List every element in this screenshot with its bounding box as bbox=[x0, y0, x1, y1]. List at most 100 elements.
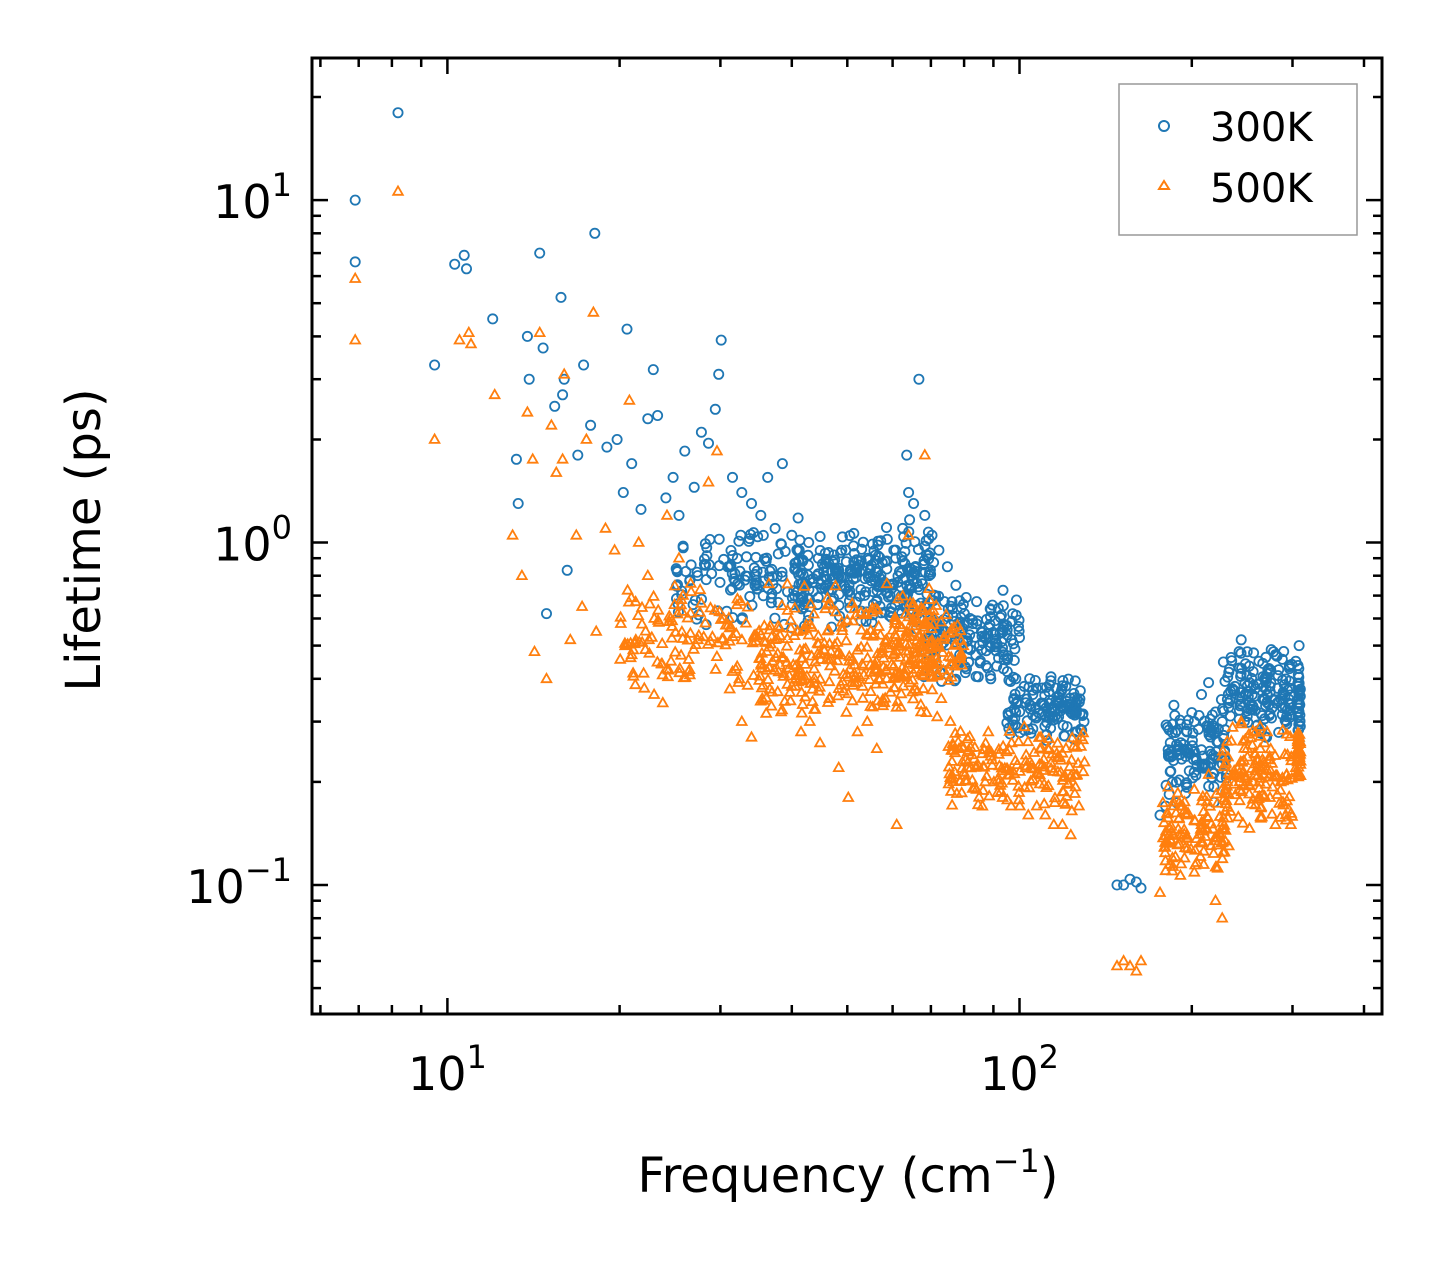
dense-point-500k bbox=[996, 739, 1010, 751]
point-500k bbox=[841, 790, 855, 802]
dense-point-300k bbox=[744, 591, 756, 603]
dense-point-500k bbox=[723, 682, 737, 694]
point-500k bbox=[1195, 817, 1208, 829]
dense-point-300k bbox=[1186, 735, 1198, 747]
dense-point-500k bbox=[628, 677, 642, 690]
dense-point-500k bbox=[676, 588, 690, 600]
dense-point-300k bbox=[1062, 673, 1074, 685]
dense-point-500k bbox=[1216, 749, 1230, 761]
dense-point-300k bbox=[713, 560, 725, 572]
dense-point-300k bbox=[1211, 736, 1223, 748]
dense-point-500k bbox=[1033, 742, 1047, 754]
dense-point-500k bbox=[798, 690, 812, 702]
point-500k bbox=[1004, 799, 1018, 811]
dense-point-500k bbox=[1160, 806, 1174, 818]
dense-point-300k bbox=[740, 570, 752, 582]
dense-point-500k bbox=[839, 634, 853, 646]
dense-point-300k bbox=[904, 562, 916, 574]
dense-point-300k bbox=[748, 562, 760, 574]
dense-point-500k bbox=[777, 666, 791, 678]
point-300k bbox=[1259, 673, 1271, 685]
dense-point-500k bbox=[1266, 770, 1280, 782]
dense-point-500k bbox=[706, 629, 719, 642]
point-500k bbox=[996, 790, 1009, 802]
dense-point-500k bbox=[976, 799, 989, 811]
dense-point-500k bbox=[939, 607, 953, 620]
dense-point-500k bbox=[873, 665, 887, 677]
dense-point-500k bbox=[896, 589, 910, 601]
point-300k bbox=[827, 556, 839, 568]
dense-point-300k bbox=[1043, 679, 1055, 691]
dense-point-500k bbox=[1022, 781, 1036, 793]
dense-point-500k bbox=[892, 639, 906, 651]
dense-point-300k bbox=[1239, 677, 1251, 689]
dense-point-500k bbox=[1037, 752, 1051, 764]
dense-point-300k bbox=[1226, 655, 1238, 667]
dense-point-500k bbox=[1010, 757, 1024, 770]
dense-point-300k bbox=[1235, 668, 1247, 680]
point-300k bbox=[709, 403, 721, 415]
point-300k bbox=[769, 522, 781, 534]
dense-point-500k bbox=[1190, 855, 1204, 867]
point-300k bbox=[926, 529, 938, 541]
dense-point-500k bbox=[888, 646, 901, 659]
dense-point-500k bbox=[1037, 797, 1051, 809]
dense-point-500k bbox=[773, 628, 787, 640]
dense-point-500k bbox=[1003, 743, 1016, 755]
dense-point-300k bbox=[1053, 695, 1065, 707]
dense-point-500k bbox=[893, 650, 907, 662]
dense-point-300k bbox=[1056, 701, 1068, 713]
dense-point-500k bbox=[684, 626, 697, 638]
dense-point-500k bbox=[1235, 755, 1249, 767]
dense-point-500k bbox=[967, 752, 981, 764]
dense-point-300k bbox=[741, 551, 753, 563]
dense-point-500k bbox=[1200, 789, 1214, 801]
dense-point-300k bbox=[731, 553, 743, 565]
point-300k bbox=[1135, 882, 1147, 894]
dense-point-500k bbox=[1204, 838, 1218, 851]
point-300k bbox=[1223, 701, 1235, 713]
dense-point-500k bbox=[820, 652, 834, 664]
dense-point-300k bbox=[797, 591, 809, 603]
dense-point-300k bbox=[1293, 699, 1305, 711]
point-500k bbox=[794, 725, 808, 737]
dense-point-300k bbox=[826, 572, 838, 584]
dense-point-300k bbox=[772, 548, 784, 560]
point-500k bbox=[1047, 817, 1061, 829]
point-500k bbox=[599, 521, 612, 533]
point-300k bbox=[993, 652, 1005, 664]
dense-point-300k bbox=[1233, 704, 1245, 716]
dense-point-500k bbox=[1062, 776, 1075, 788]
dense-point-500k bbox=[795, 685, 808, 697]
dense-point-500k bbox=[855, 623, 868, 635]
dense-point-500k bbox=[1056, 795, 1070, 807]
dense-point-300k bbox=[854, 590, 866, 602]
dense-point-500k bbox=[1048, 791, 1062, 803]
point-500k bbox=[1228, 767, 1242, 779]
dense-point-500k bbox=[1003, 724, 1016, 736]
point-500k bbox=[987, 775, 1001, 787]
dense-point-500k bbox=[829, 579, 842, 591]
dense-point-500k bbox=[946, 736, 960, 749]
dense-point-500k bbox=[729, 626, 743, 638]
dense-point-500k bbox=[1012, 734, 1025, 747]
dense-point-500k bbox=[1264, 742, 1278, 754]
dense-point-300k bbox=[700, 574, 712, 586]
dense-point-500k bbox=[621, 637, 635, 649]
point-300k bbox=[1118, 879, 1130, 891]
dense-point-300k bbox=[725, 561, 737, 573]
point-500k bbox=[766, 654, 779, 666]
x-tick-label: 101 bbox=[408, 1038, 487, 1101]
dense-point-500k bbox=[799, 617, 813, 630]
point-500k bbox=[944, 714, 957, 726]
point-500k bbox=[656, 696, 670, 708]
dense-point-500k bbox=[1161, 780, 1175, 792]
dense-point-500k bbox=[647, 589, 660, 601]
dense-point-300k bbox=[972, 671, 984, 683]
dense-point-500k bbox=[948, 659, 962, 671]
dense-point-500k bbox=[1056, 784, 1070, 796]
dense-point-300k bbox=[677, 540, 689, 552]
dense-point-500k bbox=[968, 740, 982, 752]
dense-point-300k bbox=[897, 555, 909, 567]
point-500k bbox=[428, 432, 441, 444]
